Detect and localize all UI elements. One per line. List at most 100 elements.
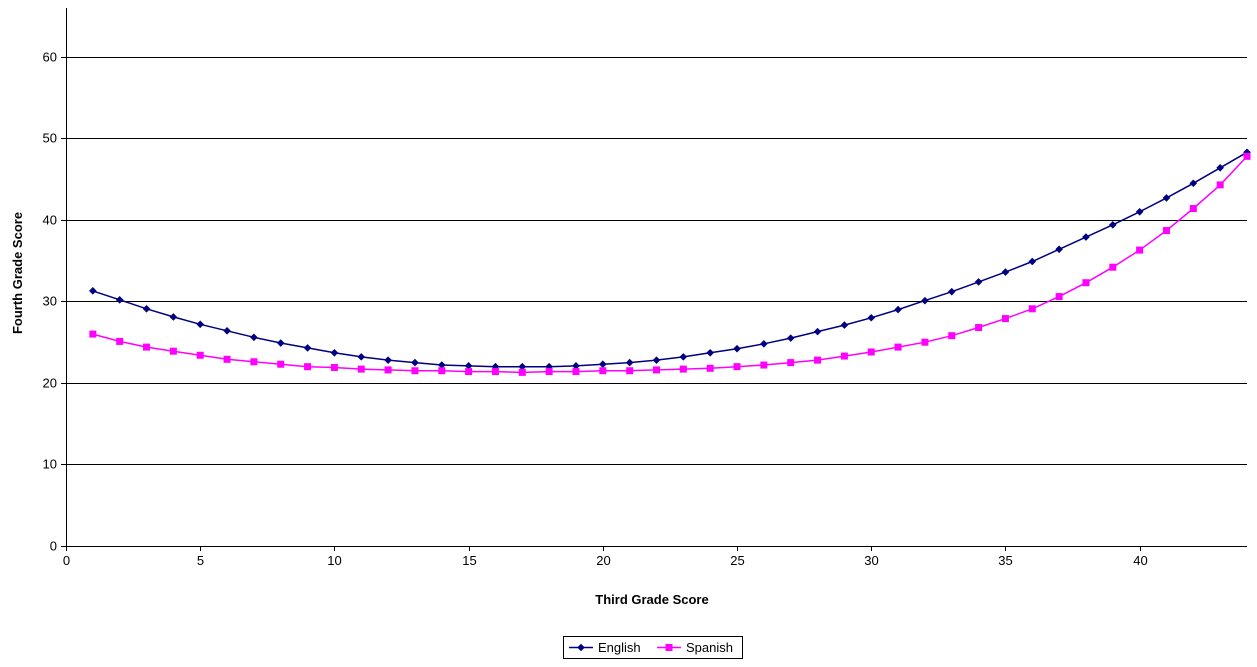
data-point-english xyxy=(303,344,312,352)
data-point-english xyxy=(437,361,446,369)
legend-marker-spanish xyxy=(665,644,673,651)
data-point-spanish xyxy=(653,366,660,374)
data-point-spanish xyxy=(894,343,902,351)
data-point-english xyxy=(760,340,768,348)
data-point-english xyxy=(867,313,876,322)
x-tick-label: 10 xyxy=(327,553,341,568)
data-point-english xyxy=(947,287,956,296)
x-tick-label: 35 xyxy=(998,553,1012,568)
data-point-english xyxy=(142,304,151,313)
data-point-english xyxy=(491,362,500,371)
data-point-english xyxy=(813,327,822,336)
data-point-english xyxy=(733,344,741,353)
data-point-english xyxy=(115,296,124,304)
data-point-spanish xyxy=(169,347,177,355)
data-point-english xyxy=(545,362,553,371)
data-point-spanish xyxy=(1028,305,1036,313)
data-point-spanish xyxy=(330,363,338,371)
data-point-spanish xyxy=(465,368,473,376)
data-point-english xyxy=(625,358,634,367)
data-point-spanish xyxy=(1243,152,1251,160)
data-point-spanish xyxy=(304,363,312,371)
data-point-english xyxy=(652,356,661,364)
y-tick-label: 10 xyxy=(43,457,57,472)
x-tick-label: 25 xyxy=(730,553,744,568)
data-point-spanish xyxy=(1189,205,1197,213)
y-tick-label: 0 xyxy=(50,539,57,554)
data-point-spanish xyxy=(250,358,258,366)
data-point-spanish xyxy=(599,367,607,375)
data-point-spanish xyxy=(706,364,714,372)
data-point-spanish xyxy=(384,366,392,374)
data-point-spanish xyxy=(840,352,848,360)
data-point-english xyxy=(464,362,473,370)
y-tick-label: 20 xyxy=(43,376,57,391)
data-point-english xyxy=(706,349,714,357)
data-point-english xyxy=(89,287,97,295)
data-point-english xyxy=(974,278,983,286)
data-point-english xyxy=(921,296,929,305)
data-point-english xyxy=(599,360,607,369)
legend: English Spanish xyxy=(563,636,743,659)
data-point-spanish xyxy=(545,368,553,376)
data-point-english xyxy=(1082,233,1090,241)
data-point-spanish xyxy=(491,368,499,376)
legend-label-spanish: Spanish xyxy=(686,640,733,655)
data-point-spanish xyxy=(1082,279,1090,287)
x-tick-label: 15 xyxy=(462,553,476,568)
data-point-english xyxy=(169,313,178,321)
data-point-english xyxy=(1028,257,1037,266)
data-point-spanish xyxy=(1216,181,1224,189)
data-point-spanish xyxy=(1136,246,1144,254)
data-point-spanish xyxy=(143,343,151,351)
data-point-spanish xyxy=(814,356,822,364)
x-tick-label: 20 xyxy=(596,553,610,568)
data-point-spanish xyxy=(975,324,983,332)
data-point-spanish xyxy=(948,332,956,340)
data-point-spanish xyxy=(679,365,687,373)
x-tick-label: 40 xyxy=(1133,553,1147,568)
data-point-english xyxy=(572,362,580,370)
y-tick-label: 50 xyxy=(43,131,57,146)
axes: 0 10 20 30 40 50 60 0 5 10 15 20 25 30 35 40 xyxy=(43,8,1247,568)
x-axis-title: Third Grade Score xyxy=(595,592,708,607)
data-point-spanish xyxy=(411,367,419,375)
series-line-english xyxy=(92,151,1248,368)
y-tick-label: 30 xyxy=(43,294,57,309)
series-line-spanish xyxy=(92,155,1248,374)
data-point-spanish xyxy=(921,338,929,346)
data-point-english xyxy=(411,358,419,367)
x-tick-label: 30 xyxy=(864,553,878,568)
data-point-english xyxy=(1162,194,1171,202)
data-point-spanish xyxy=(760,361,768,369)
data-point-english xyxy=(1001,268,1010,276)
data-point-english xyxy=(250,333,258,342)
data-point-spanish xyxy=(116,337,124,345)
data-point-spanish xyxy=(787,359,795,367)
data-point-spanish xyxy=(572,368,580,376)
data-point-english xyxy=(223,327,231,335)
data-point-spanish xyxy=(1162,227,1170,235)
data-point-spanish xyxy=(1109,263,1117,271)
data-point-spanish xyxy=(518,368,526,376)
y-tick-label: 60 xyxy=(43,50,57,65)
series-group xyxy=(92,151,1248,374)
y-tick-label: 40 xyxy=(43,213,57,228)
markers-group xyxy=(89,148,1251,376)
data-point-english xyxy=(1055,245,1063,254)
data-point-spanish xyxy=(438,367,446,375)
data-point-english xyxy=(330,349,339,357)
data-point-english xyxy=(1189,179,1198,188)
data-point-english xyxy=(276,339,285,347)
data-point-spanish xyxy=(196,351,204,359)
data-point-english xyxy=(786,334,795,342)
data-point-spanish xyxy=(1001,315,1009,323)
legend-marker-english xyxy=(577,643,585,652)
data-point-english xyxy=(894,305,902,314)
y-axis-title: Fourth Grade Score xyxy=(10,212,25,334)
data-point-english xyxy=(1135,207,1144,216)
x-tick-label: 0 xyxy=(63,553,70,568)
data-point-spanish xyxy=(867,348,875,356)
